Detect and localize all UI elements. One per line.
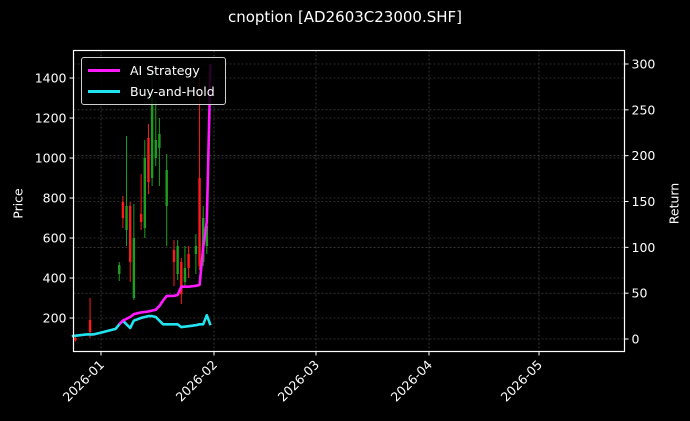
candle-body	[154, 140, 157, 158]
candle-body	[143, 158, 146, 228]
legend-label: Buy-and-Hold	[130, 83, 215, 99]
candle-body	[147, 138, 150, 182]
tick-label-left: 1200	[35, 111, 67, 126]
tick-label-left: 400	[43, 271, 67, 286]
legend-item-buy-and-hold: Buy-and-Hold	[88, 82, 215, 100]
tick-label-right: 250	[632, 102, 656, 117]
legend-swatch-ai-strategy	[88, 68, 120, 72]
candle-body	[125, 206, 128, 230]
candle-body	[158, 134, 161, 148]
tick-label-right: 100	[632, 240, 656, 255]
tick-label-x: 2026-01	[60, 357, 108, 405]
legend-label: AI Strategy	[130, 62, 200, 78]
tick-label-left: 200	[43, 311, 67, 326]
candle-body	[187, 254, 190, 268]
legend: AI Strategy Buy-and-Hold	[81, 57, 226, 105]
tick-label-left: 800	[43, 191, 67, 206]
tick-label-left: 1000	[35, 151, 67, 166]
candle-body	[74, 338, 77, 341]
tick-label-right: 150	[632, 194, 656, 209]
candlesticks	[74, 74, 209, 342]
candle-body	[205, 226, 209, 246]
candle-body	[172, 250, 176, 262]
tick-label-right: 0	[632, 332, 640, 347]
legend-swatch-buy-and-hold	[88, 89, 120, 93]
candle-body	[88, 320, 92, 332]
tick-label-x: 2026-02	[173, 357, 221, 405]
legend-item-ai-strategy: AI Strategy	[88, 61, 200, 79]
candle-body	[118, 265, 121, 274]
axis-ticks: 200 400 600 800 1000 1200 1400 0 50 100 150 200 250 3…	[35, 56, 656, 404]
y-axis-label-left: Price	[10, 188, 26, 219]
candle-body	[176, 246, 179, 274]
chart-title: cnoption [AD2603C23000.SHF]	[227, 8, 463, 26]
candle-body	[121, 202, 125, 218]
candle-body	[198, 178, 201, 266]
candle-body	[194, 246, 198, 254]
tick-label-x: 2026-04	[388, 357, 436, 405]
tick-label-right: 300	[632, 56, 656, 71]
candle-body	[132, 238, 136, 298]
tick-label-left: 1400	[35, 71, 67, 86]
candle-body	[139, 214, 143, 222]
candle-body	[150, 98, 154, 178]
candle-body	[165, 170, 168, 206]
return-lines	[71, 63, 212, 338]
line-buy-and-hold	[71, 313, 212, 338]
tick-label-right: 200	[632, 148, 656, 163]
candle-body	[129, 206, 132, 262]
line-ai-strategy	[118, 63, 212, 326]
candle-body	[180, 262, 183, 294]
candle-body	[183, 268, 187, 282]
tick-label-x: 2026-03	[275, 357, 323, 405]
tick-label-x: 2026-05	[498, 357, 546, 405]
tick-label-left: 600	[43, 231, 67, 246]
y-axis-label-right: Return	[666, 182, 682, 225]
tick-label-right: 50	[632, 286, 648, 301]
